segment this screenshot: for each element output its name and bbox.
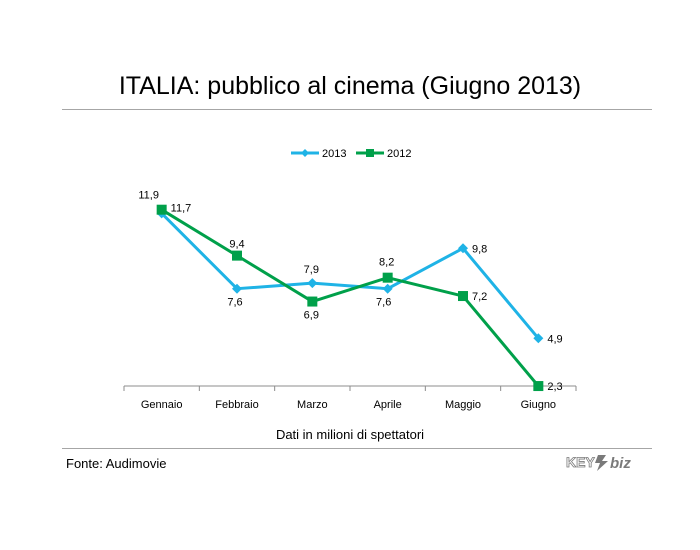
x-tick-label: Maggio (445, 399, 481, 411)
data-label-2012: 8,2 (379, 257, 394, 269)
data-point-2012 (307, 297, 317, 307)
data-point-2012 (383, 273, 393, 283)
data-label-2013: 11,7 (171, 202, 192, 214)
data-point-2012 (157, 205, 167, 215)
data-label-2012: 11,9 (138, 190, 159, 202)
logo-text-right: biz (610, 455, 631, 472)
x-tick-label: Marzo (297, 399, 328, 411)
data-label-2012: 6,9 (304, 310, 319, 322)
legend-label-2012: 2012 (387, 148, 411, 160)
x-tick-label: Giugno (521, 399, 556, 411)
source-note: Fonte: Audimovie (66, 456, 166, 471)
x-tick-label: Aprile (374, 399, 402, 411)
logo-mark-icon (595, 455, 608, 471)
logo-text-left: KEY (566, 454, 595, 470)
data-point-2012 (458, 291, 468, 301)
bottom-divider (62, 448, 652, 449)
data-label-2012: 2,3 (547, 381, 562, 393)
data-label-2013: 4,9 (547, 333, 562, 345)
data-label-2012: 7,2 (472, 291, 487, 303)
keybiz-logo: KEY biz (566, 451, 646, 473)
x-tick-label: Febbraio (215, 399, 258, 411)
data-label-2013: 7,6 (376, 297, 391, 309)
x-axis-label: Dati in milioni di spettatori (0, 427, 700, 442)
data-label-2013: 7,6 (227, 297, 242, 309)
data-point-2012 (232, 251, 242, 261)
legend-diamond-marker (301, 149, 309, 157)
data-point-2012 (533, 381, 543, 391)
data-label-2013: 7,9 (304, 264, 319, 276)
legend-square-marker (366, 149, 374, 157)
data-point-2013 (307, 278, 317, 288)
data-label-2013: 9,8 (472, 243, 487, 255)
data-label-2012: 9,4 (229, 239, 244, 251)
x-tick-label: Gennaio (141, 399, 183, 411)
legend-label-2013: 2013 (322, 148, 346, 160)
